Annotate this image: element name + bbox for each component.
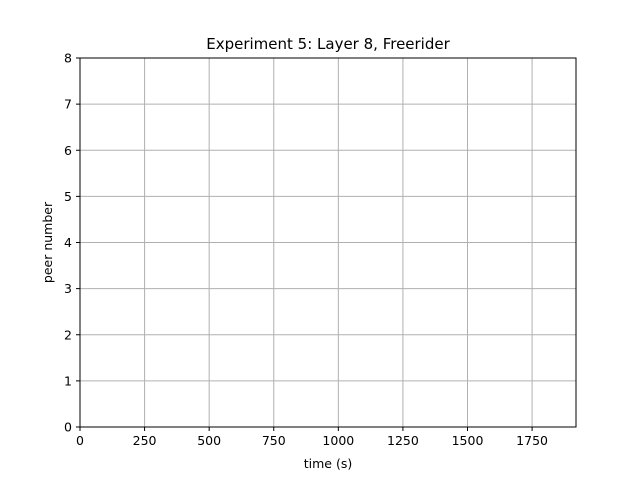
y-tick-label: 0	[64, 420, 72, 435]
x-tick-label: 1250	[387, 433, 419, 448]
chart-title: Experiment 5: Layer 8, Freerider	[206, 35, 450, 53]
x-tick-label: 750	[262, 433, 286, 448]
x-axis-ticks: 0 250 500 750 1000 1250 1500 1750	[76, 427, 548, 448]
x-tick-label: 250	[133, 433, 157, 448]
x-tick-label: 0	[76, 433, 84, 448]
x-tick-label: 1500	[452, 433, 484, 448]
x-tick-label: 500	[197, 433, 221, 448]
x-axis-label: time (s)	[304, 456, 352, 471]
y-tick-label: 3	[64, 281, 72, 296]
x-tick-label: 1750	[516, 433, 548, 448]
y-tick-label: 8	[64, 51, 72, 66]
x-tick-label: 1000	[322, 433, 354, 448]
y-axis-label: peer number	[40, 201, 55, 283]
y-tick-label: 4	[64, 235, 72, 250]
y-axis-ticks: 0 1 2 3 4 5 6 7 8	[64, 51, 80, 435]
y-tick-label: 6	[64, 143, 72, 158]
y-tick-label: 1	[64, 373, 72, 388]
y-tick-label: 2	[64, 327, 72, 342]
y-tick-label: 5	[64, 189, 72, 204]
y-tick-label: 7	[64, 97, 72, 112]
